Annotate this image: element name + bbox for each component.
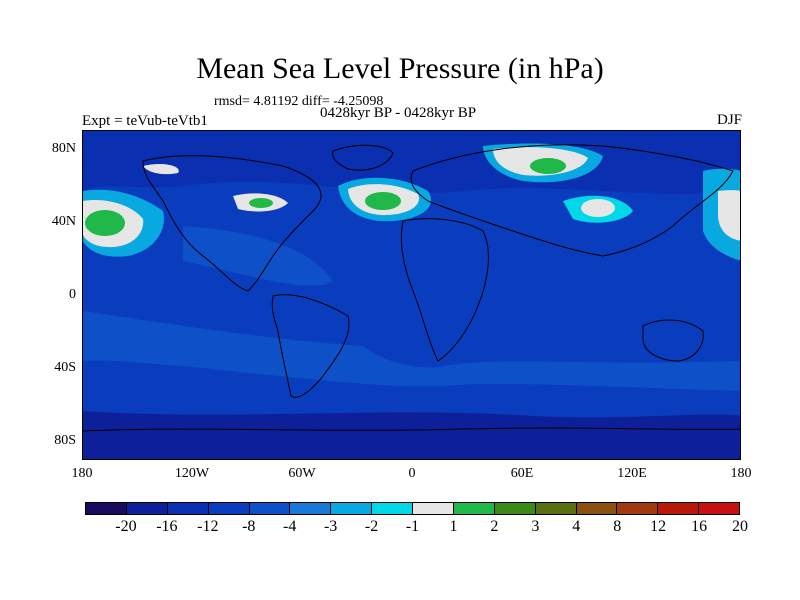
north-atlantic-band	[183, 226, 333, 286]
colorbar-label: 8	[613, 518, 622, 535]
season-label: DJF	[716, 112, 742, 128]
y-tick-label: 80S	[54, 433, 76, 448]
colorbar-swatch	[617, 503, 659, 514]
colorbar-label: -1	[405, 518, 420, 535]
alaska-high	[143, 163, 179, 175]
colorbar-swatch	[126, 503, 168, 514]
colorbar-swatch	[290, 503, 332, 514]
north-america-outline	[142, 155, 322, 292]
colorbar-label: -12	[197, 518, 219, 535]
experiment-label: Expt = teVub-teVtb1	[82, 113, 208, 129]
north-pacific-high-core	[85, 210, 125, 236]
x-tick-label: 0	[408, 466, 416, 481]
north-atlantic-high-core	[365, 192, 401, 210]
colorbar-swatch	[658, 503, 700, 514]
colorbar-swatch	[413, 503, 454, 514]
plot-title: Mean Sea Level Pressure (in hPa)	[196, 52, 604, 85]
eurasia-outline	[410, 144, 734, 257]
colorbar-swatch	[535, 503, 577, 514]
colorbar-swatch	[576, 503, 618, 514]
period-label: 0428kyr BP - 0428kyr BP	[320, 105, 477, 121]
south-america-outline	[271, 294, 350, 398]
colorbar-label: 20	[732, 518, 748, 535]
stats-text: rmsd= 4.81192 diff= -4.25098	[214, 94, 384, 109]
antarctic-low-region	[83, 411, 740, 459]
asian-high-white	[581, 199, 615, 217]
colorbar-swatch	[249, 503, 291, 514]
y-tick-label: 40N	[51, 214, 76, 229]
colorbar-label: 3	[531, 518, 540, 535]
x-tick-label: 120E	[617, 466, 647, 481]
colorbar-label: 16	[691, 518, 708, 535]
y-tick-label: 0	[69, 287, 76, 302]
colorbar-label: 12	[650, 518, 667, 535]
colorbar-swatch	[453, 503, 495, 514]
colorbar-label: -16	[156, 518, 178, 535]
colorbar-label: -8	[242, 518, 256, 535]
x-tick-label: 120W	[174, 466, 210, 481]
colorbar-label: -4	[283, 518, 297, 535]
y-tick-label: 40S	[54, 360, 76, 375]
greenland-outline	[332, 144, 394, 171]
pacific-east-high-white	[718, 190, 740, 241]
colorbar-label: 1	[449, 518, 458, 535]
colorbar-swatch	[494, 503, 536, 514]
y-tick-label: 80N	[51, 141, 76, 156]
pressure-map	[82, 130, 741, 460]
colorbar-label: -20	[115, 518, 137, 535]
colorbar	[85, 502, 740, 515]
colorbar-label: 4	[572, 518, 581, 535]
colorbar-swatch	[208, 503, 250, 514]
x-tick-label: 180	[71, 466, 93, 481]
x-tick-label: 60W	[288, 466, 316, 481]
subtropical-band-south	[83, 311, 740, 391]
x-tick-label: 60E	[510, 466, 534, 481]
australia-outline	[642, 319, 704, 362]
colorbar-swatch	[699, 503, 739, 514]
arctic-low-region	[83, 131, 740, 194]
map-graphic	[83, 131, 740, 459]
colorbar-label: -2	[364, 518, 379, 535]
africa-outline	[400, 218, 489, 362]
colorbar-swatch	[331, 503, 373, 514]
siberian-high-core	[530, 158, 566, 174]
coastlines	[83, 144, 740, 432]
colorbar-swatch	[372, 503, 413, 514]
colorbar-label: -3	[323, 518, 338, 535]
colorbar-swatch	[167, 503, 209, 514]
colorbar-label: 2	[490, 518, 499, 535]
antarctica-outline	[83, 427, 740, 432]
colorbar-swatch	[86, 503, 127, 514]
x-tick-label: 180	[730, 466, 752, 481]
north-america-high-core	[249, 198, 273, 208]
